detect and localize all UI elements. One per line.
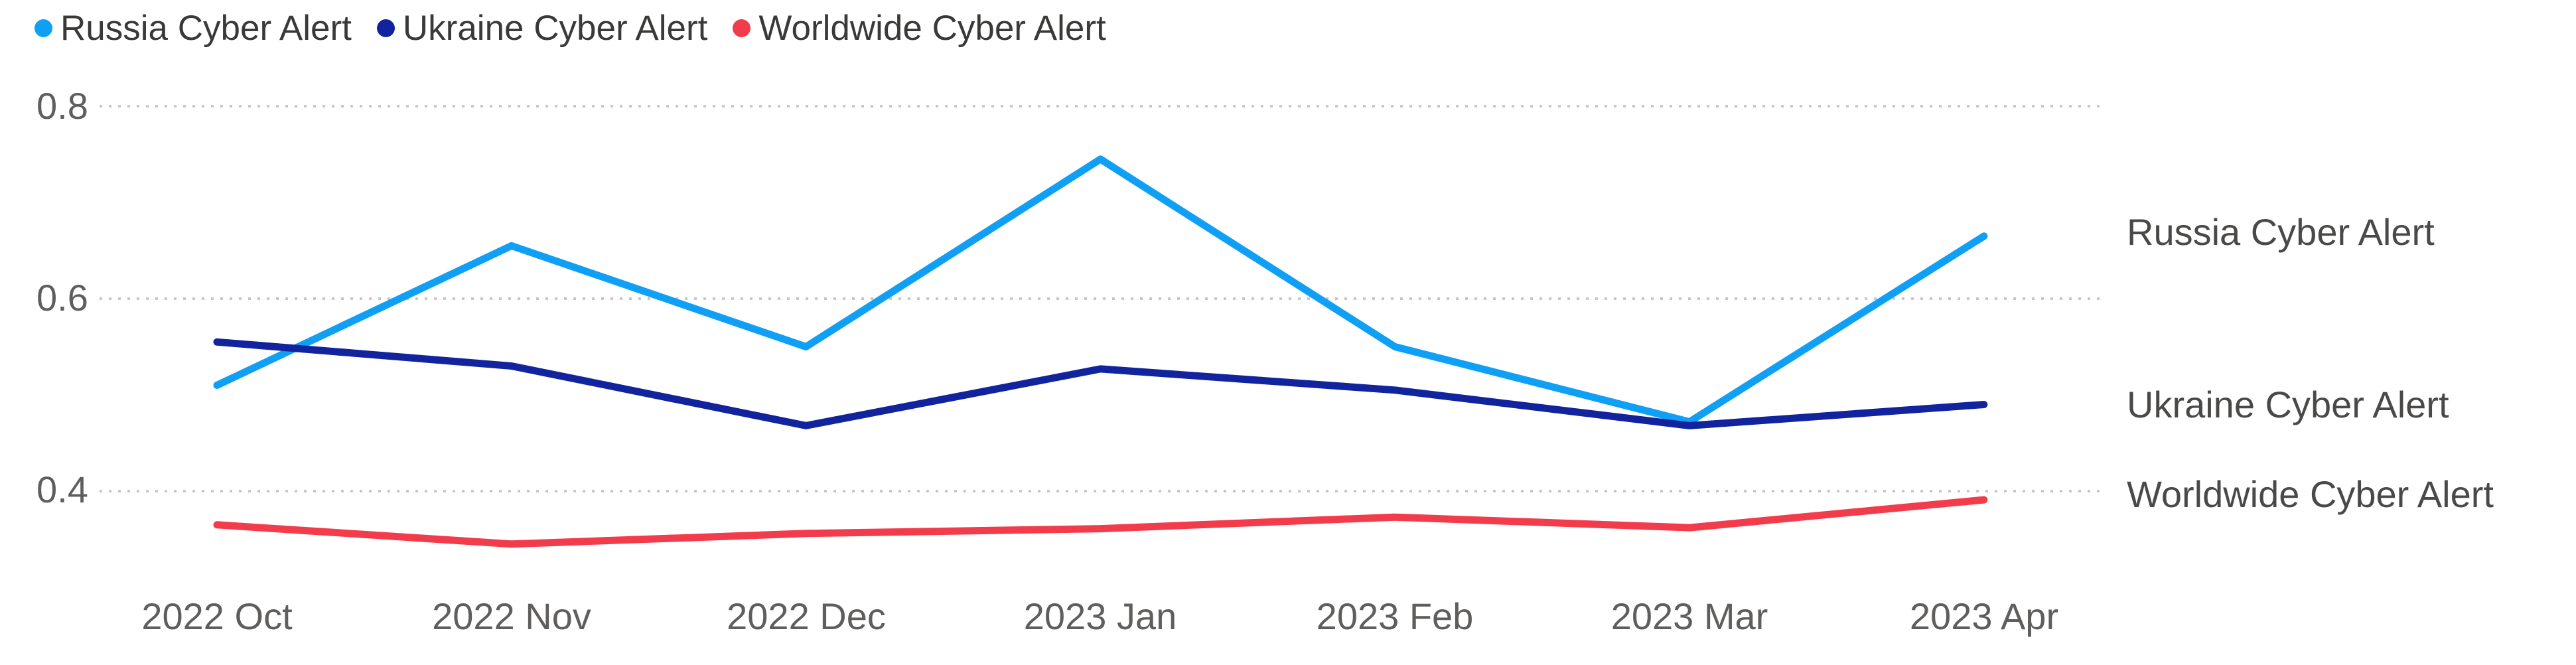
legend-label-russia: Russia Cyber Alert xyxy=(60,8,352,48)
y-tick-0.4: 0.4 xyxy=(36,469,88,510)
legend-dot-worldwide-icon xyxy=(733,19,751,37)
series-line-russia-cyber-alert[interactable] xyxy=(213,155,1988,426)
x-tick-2022-oct: 2022 Oct xyxy=(141,595,293,637)
y-tick-0.6: 0.6 xyxy=(36,277,88,319)
legend-item-worldwide[interactable]: Worldwide Cyber Alert xyxy=(733,11,1106,46)
legend: Russia Cyber Alert Ukraine Cyber Alert W… xyxy=(35,5,1106,50)
x-tick-2023-apr: 2023 Apr xyxy=(1909,595,2059,637)
legend-dot-russia-icon xyxy=(35,19,52,37)
series-line-ukraine-cyber-alert[interactable] xyxy=(213,338,1988,429)
legend-item-ukraine[interactable]: Ukraine Cyber Alert xyxy=(376,8,708,48)
legend-label-worldwide: Worldwide Cyber Alert xyxy=(758,8,1106,48)
series-end-label-russia: Russia Cyber Alert xyxy=(2127,211,2435,253)
series-line-worldwide-cyber-alert[interactable] xyxy=(213,496,1988,548)
legend-label-ukraine: Ukraine Cyber Alert xyxy=(402,8,708,48)
y-tick-0.8: 0.8 xyxy=(36,85,88,127)
legend-dot-ukraine-icon xyxy=(376,19,395,37)
x-tick-2022-nov: 2022 Nov xyxy=(432,595,591,637)
x-tick-2023-feb: 2023 Feb xyxy=(1316,595,1474,637)
x-tick-2023-jan: 2023 Jan xyxy=(1023,595,1177,637)
x-tick-2023-mar: 2023 Mar xyxy=(1610,595,1768,637)
series-end-label-ukraine: Ukraine Cyber Alert xyxy=(2127,384,2449,425)
legend-item-russia[interactable]: Russia Cyber Alert xyxy=(35,11,352,46)
x-tick-2022-dec: 2022 Dec xyxy=(727,595,886,637)
series-end-label-worldwide: Worldwide Cyber Alert xyxy=(2127,473,2494,515)
